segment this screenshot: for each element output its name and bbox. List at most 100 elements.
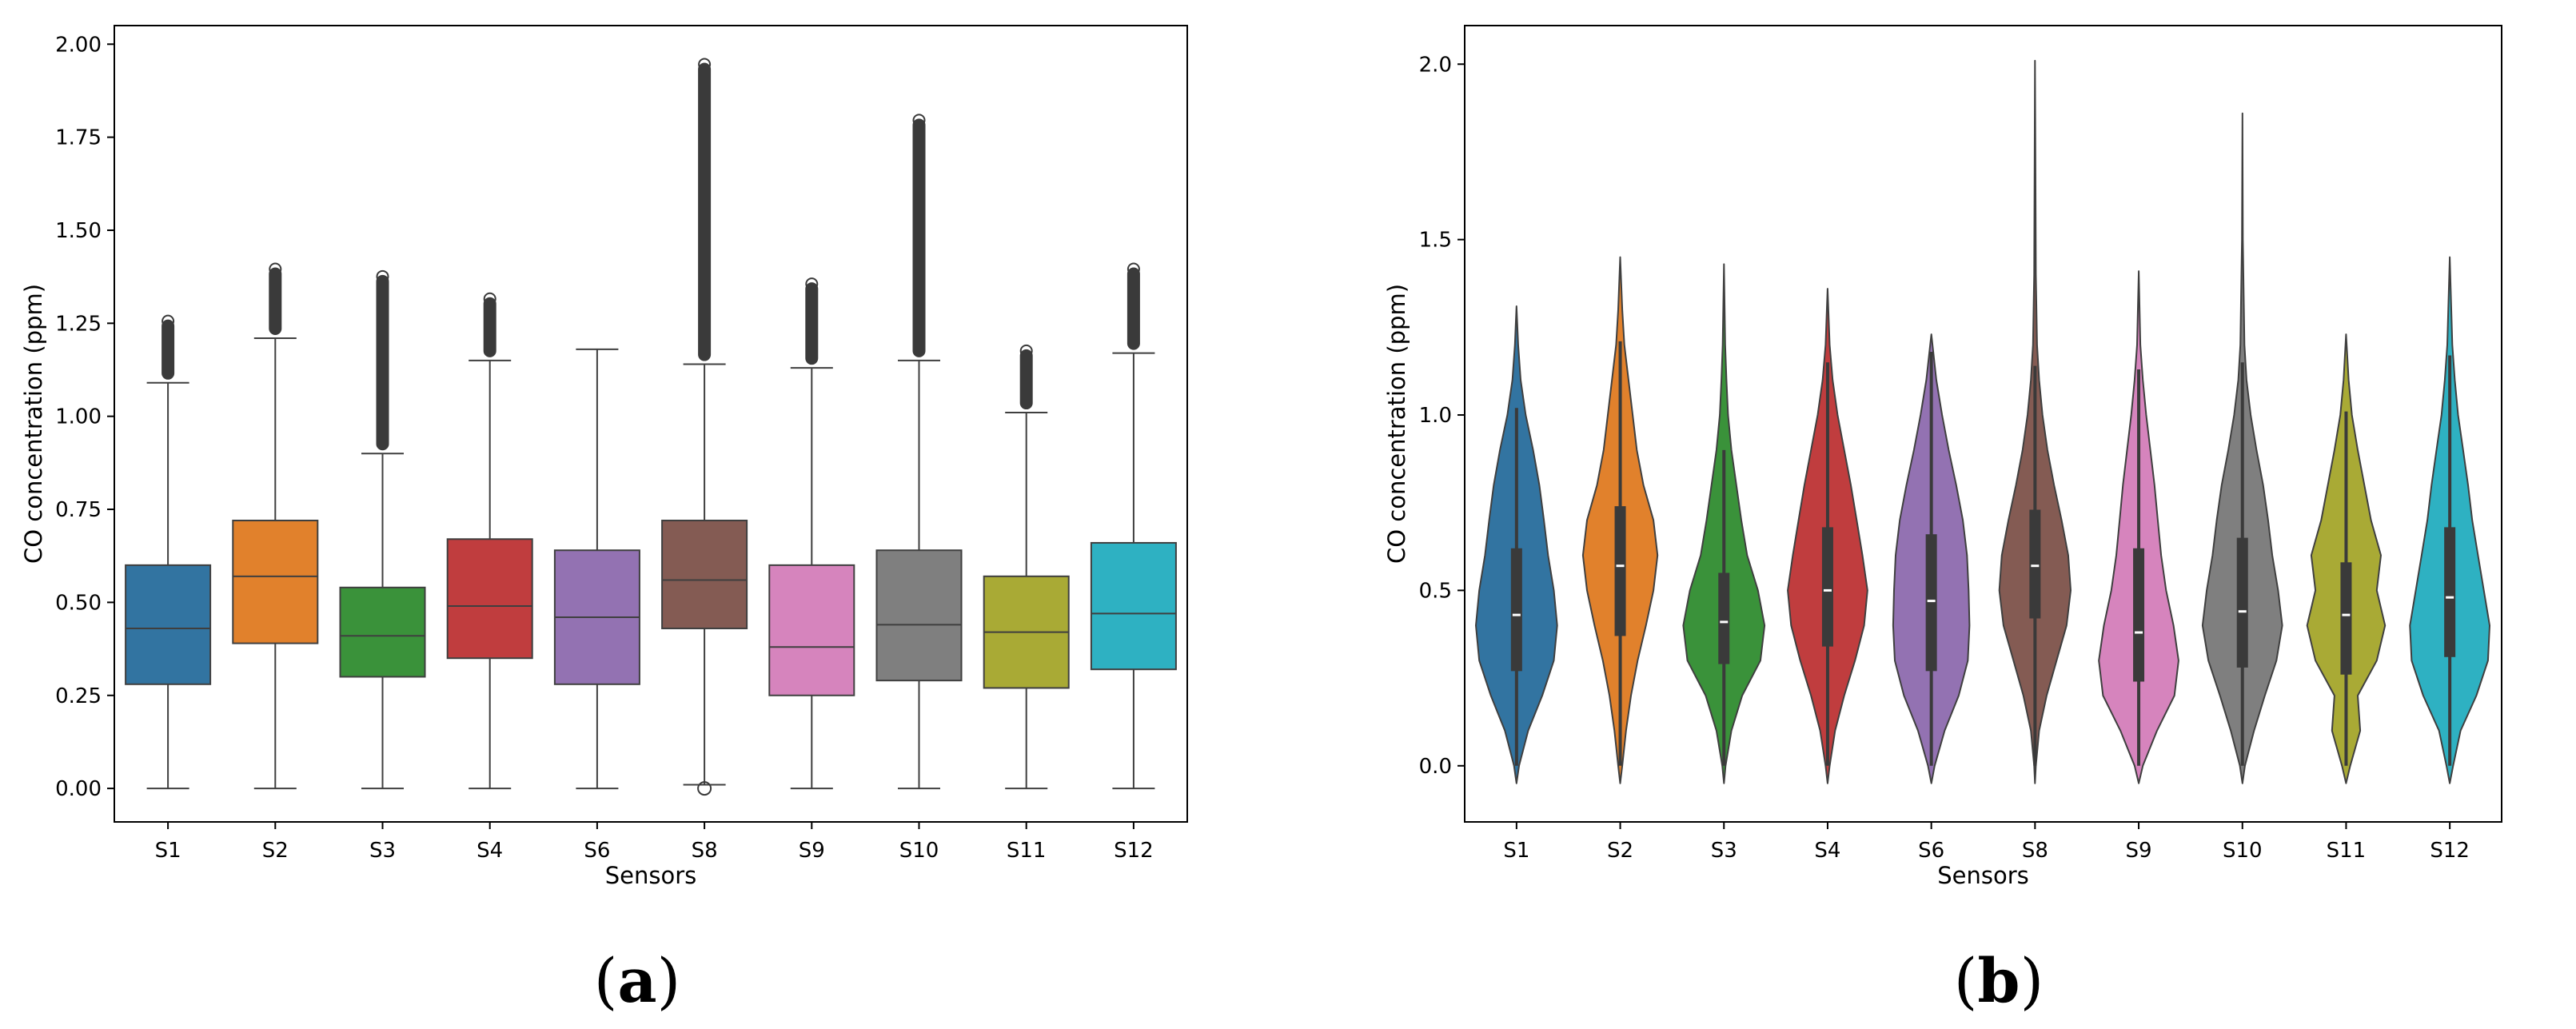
violin-iqr bbox=[2133, 548, 2145, 682]
outlier-stack-high bbox=[912, 118, 926, 357]
violin-S1 bbox=[1475, 305, 1558, 784]
y-tick-label: 1.5 bbox=[1419, 229, 1452, 253]
x-axis-label: Sensors bbox=[605, 862, 697, 889]
outlier-marker bbox=[805, 277, 819, 291]
box-S2 bbox=[232, 262, 319, 790]
y-tick-label: 2.00 bbox=[55, 33, 102, 57]
outlier-stack-high bbox=[1019, 349, 1033, 410]
panel-label: (b) bbox=[1954, 945, 2044, 1016]
violin-S9 bbox=[2098, 270, 2179, 784]
plot-frame bbox=[1464, 25, 2502, 823]
x-tick-label: S12 bbox=[1114, 839, 1154, 863]
x-tick-label: S1 bbox=[1503, 839, 1529, 863]
violin-S4 bbox=[1787, 288, 1868, 784]
x-tick-label: S11 bbox=[1007, 839, 1047, 863]
violin-iqr bbox=[1614, 506, 1626, 636]
y-tick-label: 1.0 bbox=[1419, 404, 1452, 428]
outlier-stack-high bbox=[805, 282, 819, 365]
violin-iqr bbox=[2444, 527, 2456, 657]
outlier-stack-high bbox=[1127, 267, 1140, 350]
iqr-box bbox=[446, 538, 533, 660]
box-S11 bbox=[983, 344, 1070, 790]
panel-paren-close: ) bbox=[657, 945, 681, 1016]
panel-paren-open: ( bbox=[594, 945, 618, 1016]
violin-S11 bbox=[2306, 333, 2387, 784]
box-S12 bbox=[1090, 262, 1177, 790]
box-S4 bbox=[446, 292, 533, 790]
iqr-box bbox=[768, 564, 855, 696]
y-tick-label: 0.75 bbox=[55, 498, 102, 522]
box-S3 bbox=[339, 269, 426, 790]
x-tick-label: S3 bbox=[369, 839, 396, 863]
violin-iqr bbox=[2340, 562, 2352, 675]
panel-letter: a bbox=[617, 945, 656, 1016]
outlier-marker bbox=[269, 262, 282, 276]
x-tick-label: S4 bbox=[477, 839, 503, 863]
y-tick-label: 0.50 bbox=[55, 591, 102, 615]
iqr-box bbox=[232, 520, 319, 644]
outlier-marker bbox=[376, 269, 389, 283]
y-axis-label: CO concentration (ppm) bbox=[1383, 284, 1410, 564]
outlier-stack-high bbox=[376, 274, 389, 451]
panel-paren-close: ) bbox=[2020, 945, 2044, 1016]
boxplot-panel: 0.00 0.25 0.50 0.75 1.00 1.25 1.50 1.75 2.00 S1 S2… bbox=[20, 25, 1188, 1016]
x-tick-label: S4 bbox=[1814, 839, 1840, 863]
violin-iqr bbox=[1925, 534, 1937, 672]
panel-paren-open: ( bbox=[1954, 945, 1978, 1016]
outlier-stack-high bbox=[698, 62, 712, 361]
iqr-box bbox=[875, 549, 963, 682]
violin-iqr bbox=[2236, 537, 2248, 668]
y-tick-label: 0.00 bbox=[55, 777, 102, 801]
x-tick-label: S9 bbox=[2126, 839, 2152, 863]
x-tick-label: S3 bbox=[1711, 839, 1737, 863]
x-tick-label: S6 bbox=[584, 839, 610, 863]
iqr-box bbox=[125, 564, 212, 685]
panel-letter: b bbox=[1977, 945, 2020, 1016]
x-tick-label: S10 bbox=[899, 839, 939, 863]
box-S10 bbox=[875, 114, 963, 790]
x-axis-label: Sensors bbox=[1937, 862, 2029, 889]
outlier-stack-high bbox=[483, 297, 496, 357]
violin-S12 bbox=[2409, 256, 2490, 784]
y-tick-label: 0.25 bbox=[55, 684, 102, 708]
box-S6 bbox=[553, 348, 640, 790]
plot-frame bbox=[114, 25, 1188, 823]
outlier-marker bbox=[483, 292, 496, 305]
x-tick-label: S1 bbox=[155, 839, 181, 863]
outlier-marker-low bbox=[697, 781, 712, 796]
violin-iqr bbox=[1718, 572, 1730, 664]
violin-iqr bbox=[1821, 527, 1833, 647]
y-axis-label: CO concentration (ppm) bbox=[20, 284, 47, 564]
y-tick-label: 1.25 bbox=[55, 312, 102, 336]
violin-S2 bbox=[1581, 256, 1659, 784]
outlier-marker bbox=[1127, 262, 1140, 276]
violin-S6 bbox=[1892, 333, 1971, 784]
x-tick-label: S2 bbox=[262, 839, 289, 863]
box-S1 bbox=[125, 314, 212, 790]
x-tick-label: S6 bbox=[1918, 839, 1944, 863]
violin-iqr bbox=[1510, 548, 1522, 672]
y-tick-label: 0.5 bbox=[1419, 579, 1452, 603]
box-S8 bbox=[661, 58, 748, 796]
x-tick-label: S12 bbox=[2430, 839, 2470, 863]
violin-S3 bbox=[1682, 263, 1766, 784]
panel-label: (a) bbox=[594, 945, 681, 1016]
outlier-stack-high bbox=[161, 319, 175, 380]
outlier-marker bbox=[698, 58, 712, 71]
violin-S8 bbox=[1998, 59, 2072, 784]
outlier-stack-high bbox=[269, 267, 282, 335]
outlier-marker bbox=[912, 114, 926, 127]
y-tick-label: 0.0 bbox=[1419, 755, 1452, 779]
iqr-box bbox=[339, 586, 426, 678]
violin-panel: 0.0 0.5 1.0 1.5 2.0 S1 S2 S3 S4 S6 S8 S9 S10 S11 S12 Se… bbox=[1383, 25, 2502, 1016]
violin-S10 bbox=[2201, 112, 2283, 784]
x-tick-label: S8 bbox=[2022, 839, 2048, 863]
y-tick-label: 2.0 bbox=[1419, 53, 1452, 77]
y-tick-label: 1.50 bbox=[55, 219, 102, 243]
box-S9 bbox=[768, 277, 855, 790]
outlier-marker bbox=[161, 314, 175, 328]
x-tick-label: S10 bbox=[2223, 839, 2263, 863]
iqr-box bbox=[661, 520, 748, 629]
x-tick-label: S8 bbox=[692, 839, 718, 863]
x-tick-label: S2 bbox=[1607, 839, 1633, 863]
